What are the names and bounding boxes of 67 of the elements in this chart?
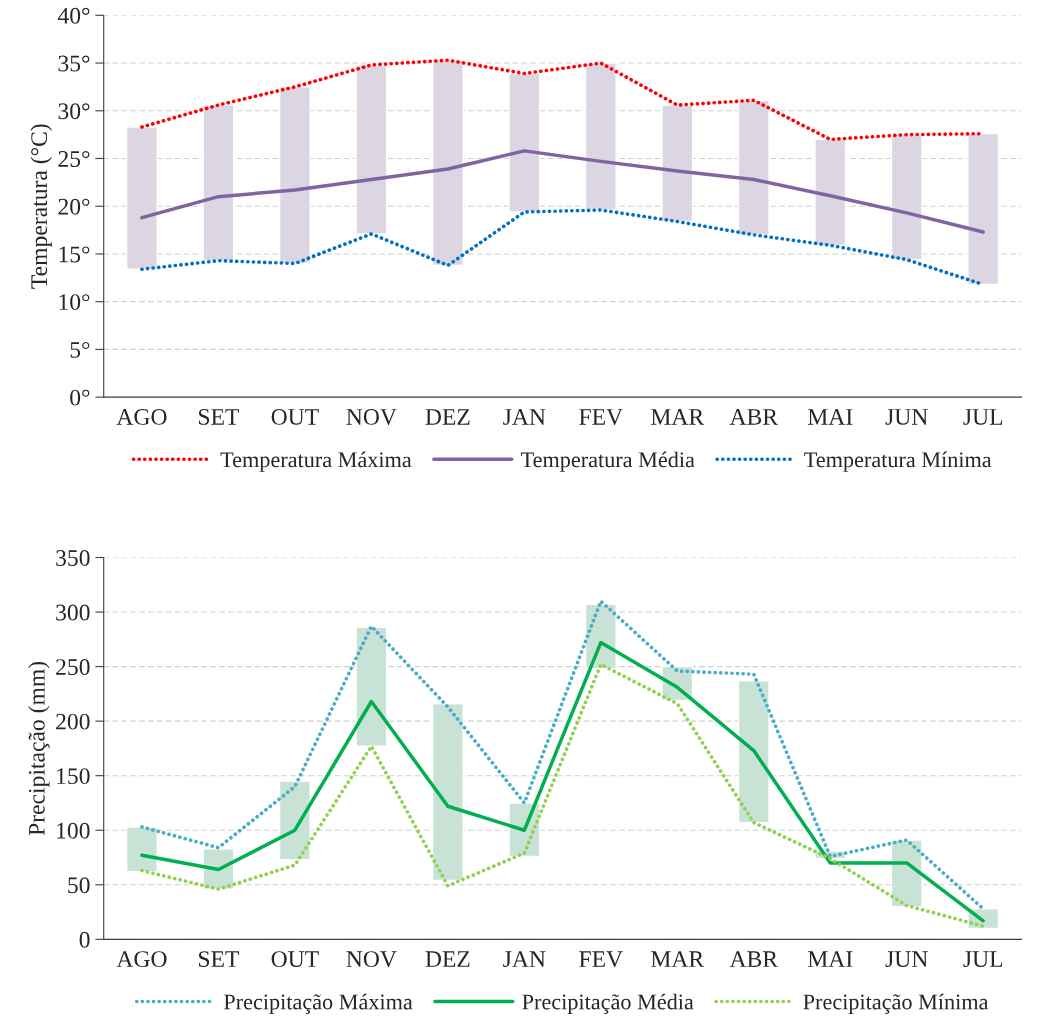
line-series — [140, 149, 985, 234]
x-tick-label: MAI — [807, 951, 853, 967]
legend-label: Temperatura Mínima — [804, 451, 992, 472]
y-tick-label: 5° — [70, 341, 90, 358]
x-tick-label: JAN — [503, 951, 546, 968]
x-tick-label: FEV — [579, 409, 623, 425]
x-tick-label: OUT — [271, 409, 319, 425]
bar — [967, 132, 1000, 286]
y-tick-label: 100 — [57, 822, 90, 839]
x-tick-label: JUN — [885, 409, 928, 425]
bar — [355, 64, 388, 235]
bar — [355, 626, 388, 747]
bar — [584, 62, 617, 211]
legend-label: Temperatura Máxima — [220, 451, 412, 472]
bar — [737, 680, 770, 824]
x-tick-label: DEZ — [425, 951, 470, 967]
y-axis-title: Temperatura (°C) — [30, 124, 52, 289]
y-tick-label: 10° — [59, 294, 90, 311]
y-tick-label: 15° — [59, 246, 90, 263]
bar — [431, 59, 464, 267]
x-tick-label: MAR — [651, 409, 705, 425]
y-tick-label: 200 — [56, 713, 90, 730]
x-tick-label: ABR — [729, 409, 779, 425]
bar — [278, 86, 311, 265]
bar — [125, 126, 158, 270]
x-tick-label: FEV — [579, 951, 623, 968]
x-tick-label: AGO — [116, 951, 167, 968]
bar — [737, 99, 770, 236]
y-axis-title: Precipitação (mm) — [28, 661, 50, 836]
legend-label: Precipitação Média — [522, 993, 694, 1014]
bar — [814, 138, 847, 247]
bar — [431, 702, 464, 882]
x-tick-label: DEZ — [425, 409, 470, 425]
x-tick-label: SET — [199, 409, 240, 425]
x-tick-label: JUL — [963, 409, 1003, 425]
x-tick-label: NOV — [346, 951, 397, 968]
y-tick-label: 30° — [58, 103, 90, 120]
y-tick-label: 40° — [57, 7, 90, 24]
x-tick-label: AGO — [116, 409, 167, 425]
y-tick-label: 350 — [56, 549, 90, 566]
y-tick-label: 150 — [57, 768, 90, 785]
x-tick-label: ABR — [729, 951, 779, 967]
y-tick-label: 35° — [58, 55, 90, 72]
x-tick-label: OUT — [271, 951, 319, 968]
legend-label: Precipitação Mínima — [803, 993, 989, 1014]
bar — [202, 104, 235, 262]
y-tick-label: 50 — [68, 877, 90, 894]
x-tick-label: MAR — [651, 951, 705, 967]
legend-label: Precipitação Máxima — [223, 993, 413, 1014]
y-tick-label: 250 — [56, 659, 90, 676]
bar — [508, 72, 541, 213]
x-tick-label: JUN — [885, 951, 928, 968]
x-tick-label: MAI — [807, 409, 853, 425]
x-tick-label: SET — [199, 951, 240, 968]
bar — [890, 133, 923, 261]
line-series — [140, 599, 986, 911]
y-tick-label: 0° — [70, 389, 90, 406]
y-tick-label: 20° — [58, 198, 90, 215]
x-tick-label: JUL — [963, 951, 1003, 968]
x-tick-label: NOV — [346, 409, 397, 425]
y-tick-label: 300 — [56, 604, 90, 621]
y-tick-label: 0 — [79, 931, 90, 948]
x-tick-label: JAN — [503, 409, 546, 425]
legend-label: Temperatura Média — [521, 451, 695, 472]
bar — [125, 826, 158, 873]
bar — [661, 104, 694, 223]
y-tick-label: 25° — [58, 150, 90, 167]
